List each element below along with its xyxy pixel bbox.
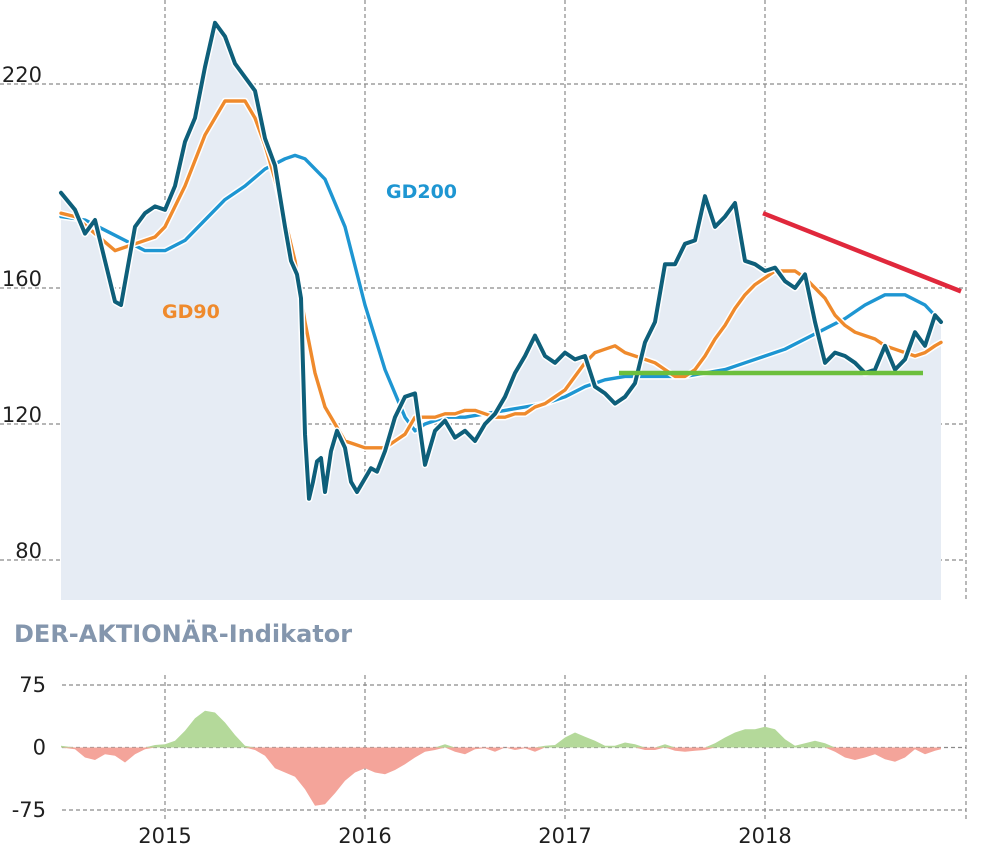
main-chart-annotations bbox=[619, 211, 962, 376]
ind-y-tick-label--75: -75 bbox=[12, 798, 46, 822]
x-tick-label-2018: 2018 bbox=[738, 824, 791, 848]
x-tick-label-2016: 2016 bbox=[338, 824, 391, 848]
y-tick-label-220: 220 bbox=[2, 63, 42, 87]
price-line bbox=[59, 20, 943, 501]
gd200-label: GD200 bbox=[386, 181, 457, 203]
ind-y-tick-label-0: 0 bbox=[33, 736, 46, 760]
x-tick-label-2015: 2015 bbox=[138, 824, 191, 848]
y-tick-label-80: 80 bbox=[15, 539, 42, 563]
trendline-line bbox=[762, 211, 962, 294]
y-tick-label-160: 160 bbox=[2, 267, 42, 291]
indicator-y-ticks: 75 0 -75 bbox=[12, 673, 46, 822]
ind-y-tick-label-75: 75 bbox=[19, 673, 46, 697]
y-tick-label-120: 120 bbox=[2, 403, 42, 427]
indicator-area bbox=[61, 710, 941, 806]
price-area-fill bbox=[61, 22, 941, 601]
x-tick-label-2017: 2017 bbox=[538, 824, 591, 848]
price-area bbox=[61, 22, 941, 601]
gd90-label: GD90 bbox=[162, 301, 220, 323]
main-chart-y-ticks: 80 120 160 220 bbox=[2, 63, 42, 563]
indicator-negative-area bbox=[61, 747, 941, 806]
main-chart-series bbox=[57, 19, 945, 503]
x-axis-ticks: 2015 2016 2017 2018 bbox=[138, 824, 791, 848]
indicator-positive-area bbox=[61, 710, 941, 748]
indicator-title: DER-AKTIONÄR-Indikator bbox=[14, 619, 352, 648]
